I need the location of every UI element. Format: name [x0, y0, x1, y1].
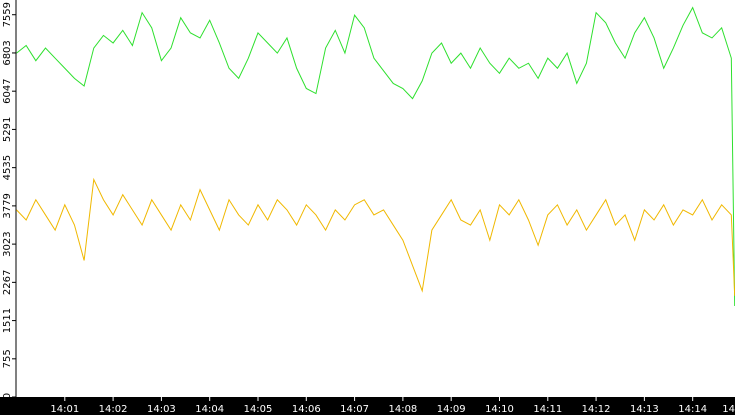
x-tick-label: 14:03	[147, 404, 176, 415]
x-tick-label: 14:14	[678, 404, 707, 415]
y-tick-label: 3779	[2, 193, 13, 218]
x-tick-label: 14:08	[388, 404, 417, 415]
y-tick-label: 6047	[2, 78, 13, 103]
x-tick-label: 14	[722, 404, 735, 415]
x-tick-label: 14:10	[485, 404, 514, 415]
y-tick-label: 5291	[2, 117, 13, 142]
time-axis-bar	[0, 397, 735, 415]
y-tick-label: 6803	[2, 40, 13, 65]
series-line	[16, 177, 735, 296]
x-tick-label: 14:05	[244, 404, 273, 415]
y-tick-label: 7559	[2, 2, 13, 27]
x-tick-label: 14:13	[630, 404, 659, 415]
y-tick-label: 4535	[2, 155, 13, 180]
x-tick-label: 14:11	[533, 404, 562, 415]
x-tick-label: 14:12	[582, 404, 611, 415]
x-tick-label: 14:07	[340, 404, 369, 415]
x-tick-label: 14:01	[50, 404, 79, 415]
y-tick-label: 1511	[2, 308, 13, 333]
x-tick-label: 14:09	[437, 404, 466, 415]
x-tick-label: 14:06	[292, 404, 321, 415]
x-tick-label: 14:04	[195, 404, 224, 415]
x-tick-label: 14:02	[99, 404, 128, 415]
y-tick-label: 755	[2, 349, 13, 368]
y-tick-label: 2267	[2, 270, 13, 295]
y-tick-label: 0	[2, 393, 13, 399]
series-line	[16, 6, 735, 306]
y-tick-label: 3023	[2, 231, 13, 256]
